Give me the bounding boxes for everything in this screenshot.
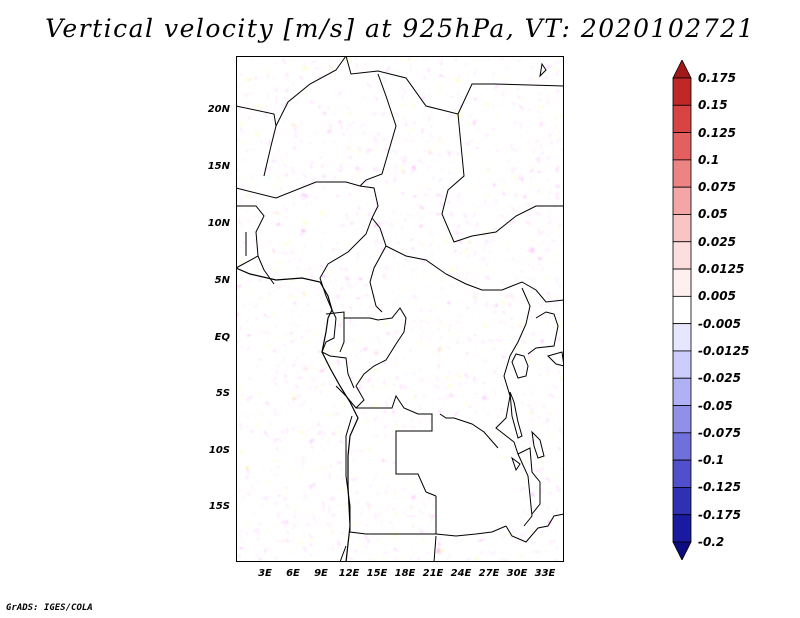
colorbar-cell: [672, 77, 692, 106]
colorbar-label: 0.125: [698, 125, 736, 140]
colorbar-cell: [672, 241, 692, 270]
lon-label: 3E: [258, 568, 272, 579]
colorbar-cell: [672, 186, 692, 215]
masked-area: [371, 256, 476, 316]
colorbar-label: -0.05: [698, 398, 733, 413]
colorbar-label: -0.175: [698, 507, 741, 522]
masked-area: [396, 416, 526, 536]
credit-text: GrADS: IGES/COLA: [6, 603, 93, 613]
colorbar-cell: [672, 514, 692, 543]
colorbar-label: -0.075: [698, 425, 741, 440]
lat-label: 15N: [207, 161, 230, 172]
colorbar-cell: [672, 268, 692, 297]
colorbar-cell: [672, 487, 692, 516]
chart-title: Vertical velocity [m/s] at 925hPa, VT: 2…: [45, 14, 755, 43]
colorbar-label: -0.1: [698, 453, 725, 468]
colorbar-cell: [672, 214, 692, 243]
colorbar-cell: [672, 377, 692, 406]
colorbar-cell: [672, 432, 692, 461]
lon-label: 24E: [450, 568, 472, 579]
lat-label: 5S: [215, 388, 230, 399]
colorbar-label: -0.0125: [698, 343, 750, 358]
lat-label: 10N: [207, 218, 230, 229]
colorbar-min-arrow: [672, 541, 692, 560]
colorbar-cell: [672, 350, 692, 379]
colorbar-cell: [672, 104, 692, 133]
colorbar-label: 0.005: [698, 289, 736, 304]
colorbar-label: 0.175: [698, 71, 736, 85]
lat-label: 15S: [208, 501, 230, 512]
lon-label: 12E: [338, 568, 360, 579]
map-panel[interactable]: [236, 56, 564, 562]
coastline: [236, 267, 359, 562]
colorbar-cell: [672, 323, 692, 352]
colorbar-label: 0.05: [698, 207, 728, 222]
lat-label: 20N: [207, 104, 230, 115]
colorbar: [672, 60, 692, 560]
lat-label: EQ: [214, 332, 230, 343]
colorbar-label: 0.0125: [698, 262, 745, 277]
lat-label: 10S: [208, 445, 230, 456]
lat-label: 5N: [214, 275, 230, 286]
colorbar-cell: [672, 132, 692, 161]
colorbar-cell: [672, 459, 692, 488]
lon-label: 21E: [422, 568, 444, 579]
colorbar-cell: [672, 405, 692, 434]
colorbar-label: -0.2: [698, 535, 725, 549]
lon-label: 9E: [314, 568, 328, 579]
colorbar-label: -0.125: [698, 480, 741, 495]
colorbar-label: 0.075: [698, 180, 736, 195]
colorbar-max-arrow: [672, 60, 692, 79]
lon-label: 18E: [394, 568, 416, 579]
lon-label: 6E: [286, 568, 300, 579]
country-borders: [236, 56, 564, 562]
lon-label: 33E: [534, 568, 556, 579]
colorbar-label: -0.025: [698, 371, 741, 386]
colorbar-label: 0.025: [698, 234, 736, 249]
colorbar-label: 0.1: [698, 152, 720, 167]
colorbar-label: 0.15: [698, 98, 728, 113]
velocity-map: [236, 56, 564, 562]
lon-label: 30E: [506, 568, 528, 579]
lon-label: 15E: [366, 568, 388, 579]
colorbar-label: -0.005: [698, 316, 741, 331]
colorbar-cell: [672, 159, 692, 188]
map-frame: [236, 56, 564, 562]
colorbar-cell: [672, 295, 692, 325]
lon-label: 27E: [478, 568, 500, 579]
lakes: [509, 62, 564, 472]
